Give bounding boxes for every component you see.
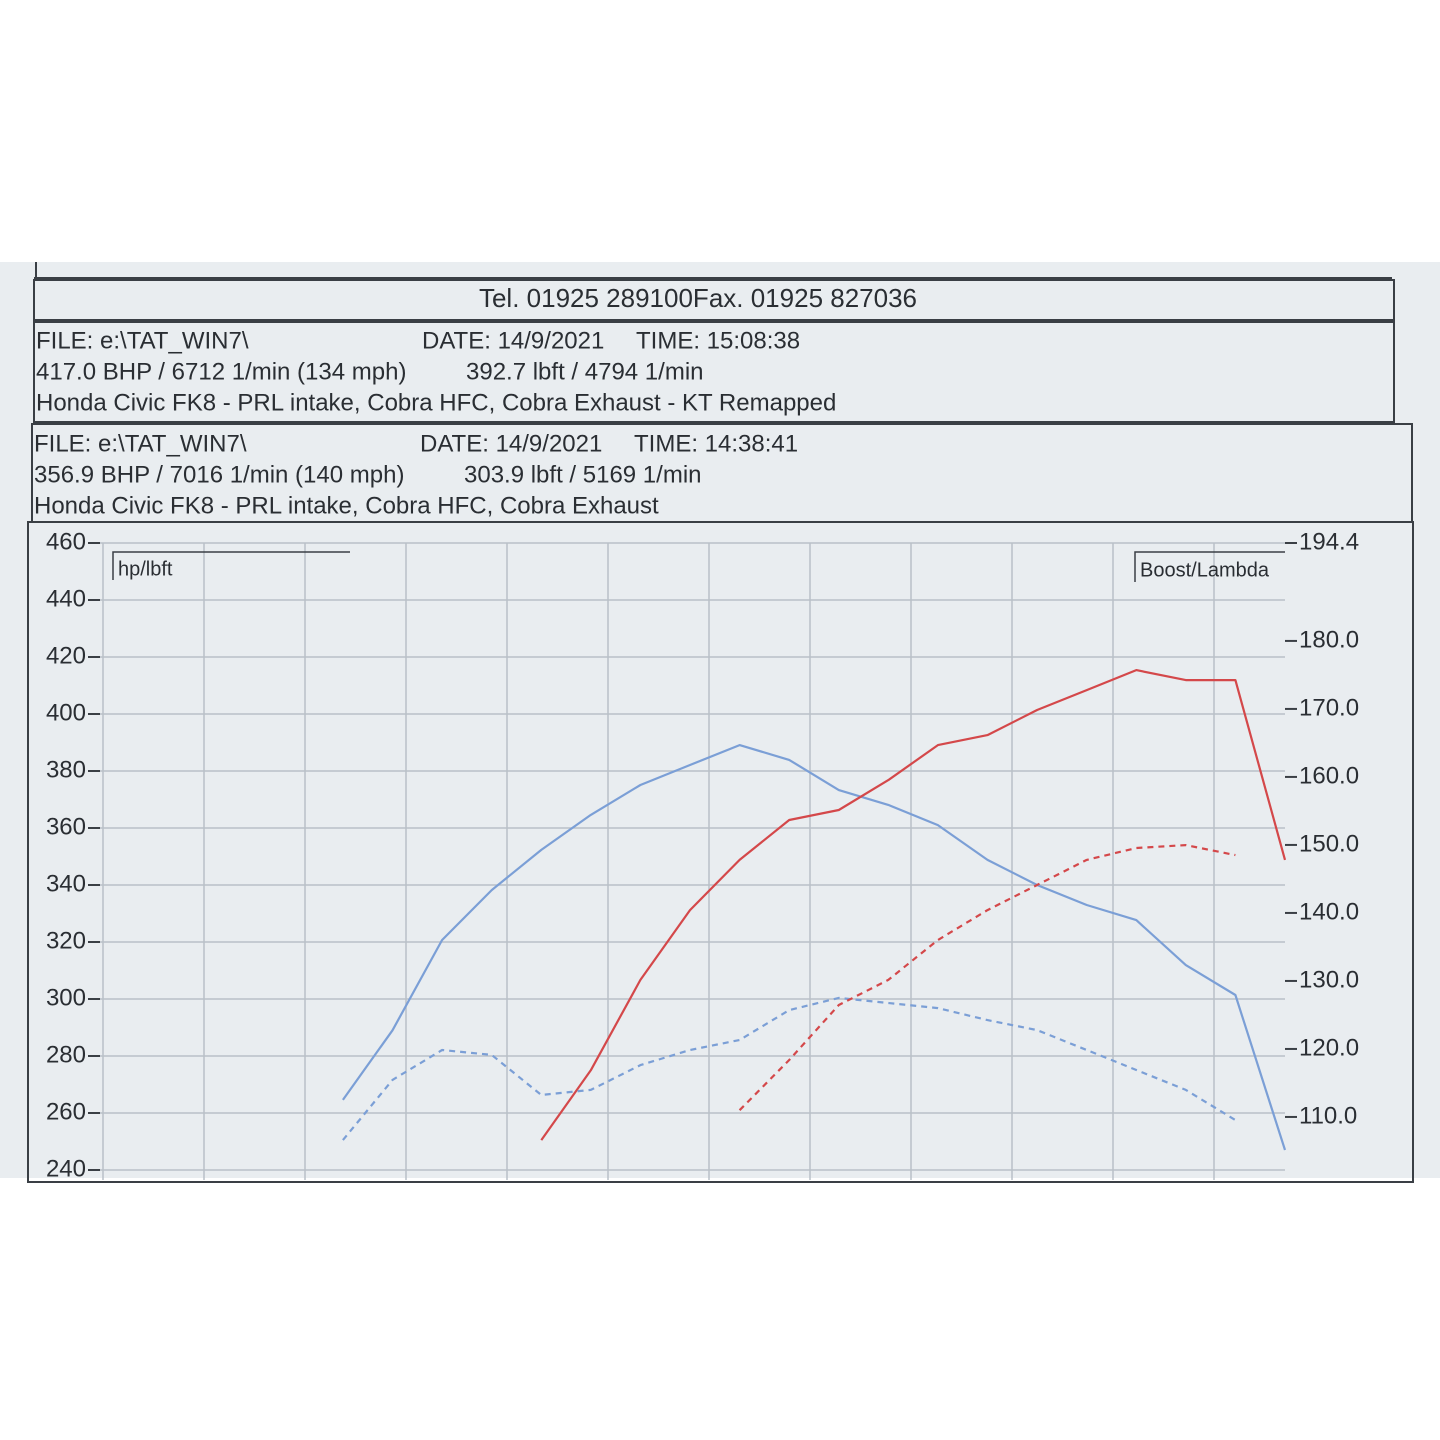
time: TIME: 14:38:41 (634, 430, 798, 457)
y2-tick-label: 180.0 (1299, 626, 1359, 653)
y-tick-label: 240 (46, 1155, 86, 1182)
y2-axis-label: Boost/Lambda (1140, 559, 1270, 581)
y2-tick-label: 170.0 (1299, 694, 1359, 721)
y2-tick-label: 110.0 (1299, 1102, 1357, 1129)
paper (0, 262, 1440, 1178)
y-tick-label: 400 (46, 699, 86, 726)
y2-tick-label: 120.0 (1299, 1034, 1359, 1061)
y-tick-label: 340 (46, 870, 86, 897)
data-line (738, 844, 1236, 1111)
y-tick-label: 320 (46, 927, 86, 954)
y-tick-label: 460 (46, 528, 86, 555)
y2-tick-label: 130.0 (1299, 966, 1359, 993)
y2-tick-label: 150.0 (1299, 830, 1359, 857)
frames (27, 262, 1414, 1183)
y-tick-label: 360 (46, 813, 86, 840)
contact: Tel. 01925 289100Fax. 01925 827036 (479, 283, 917, 313)
plot: 240 260 280 300 320 340 360 380 400 420 440 460 110.… (46, 528, 1359, 1182)
data-line (342, 744, 1287, 1151)
power: 356.9 BHP / 7016 1/min (140 mph) (34, 461, 404, 488)
description: Honda Civic FK8 - PRL intake, Cobra HFC,… (36, 389, 836, 416)
y2-tick-label: 140.0 (1299, 898, 1359, 925)
file: FILE: e:\TAT_WIN7\ (36, 327, 249, 354)
file: FILE: e:\TAT_WIN7\ (34, 430, 247, 457)
y2-tick-label: 194.4 (1299, 528, 1359, 555)
y-tick-label: 440 (46, 585, 86, 612)
y-tick-label: 260 (46, 1098, 86, 1125)
y2-tick-label: 160.0 (1299, 762, 1359, 789)
y-tick-label: 380 (46, 756, 86, 783)
data-line (540, 669, 1287, 1141)
y-tick-label: 280 (46, 1041, 86, 1068)
y-axis-label: hp/lbft (118, 558, 173, 580)
date: DATE: 14/9/2021 (420, 430, 602, 457)
description: Honda Civic FK8 - PRL intake, Cobra HFC,… (34, 492, 659, 519)
y-tick-label: 300 (46, 984, 86, 1011)
y-tick-label: 420 (46, 642, 86, 669)
label-boxes (112, 551, 1285, 582)
vertical-grid (102, 543, 1215, 1180)
date: DATE: 14/9/2021 (422, 327, 604, 354)
torque: 303.9 lbft / 5169 1/min (464, 461, 702, 488)
torque: 392.7 lbft / 4794 1/min (466, 358, 704, 385)
power: 417.0 BHP / 6712 1/min (134 mph) (36, 358, 406, 385)
time: TIME: 15:08:38 (636, 327, 800, 354)
